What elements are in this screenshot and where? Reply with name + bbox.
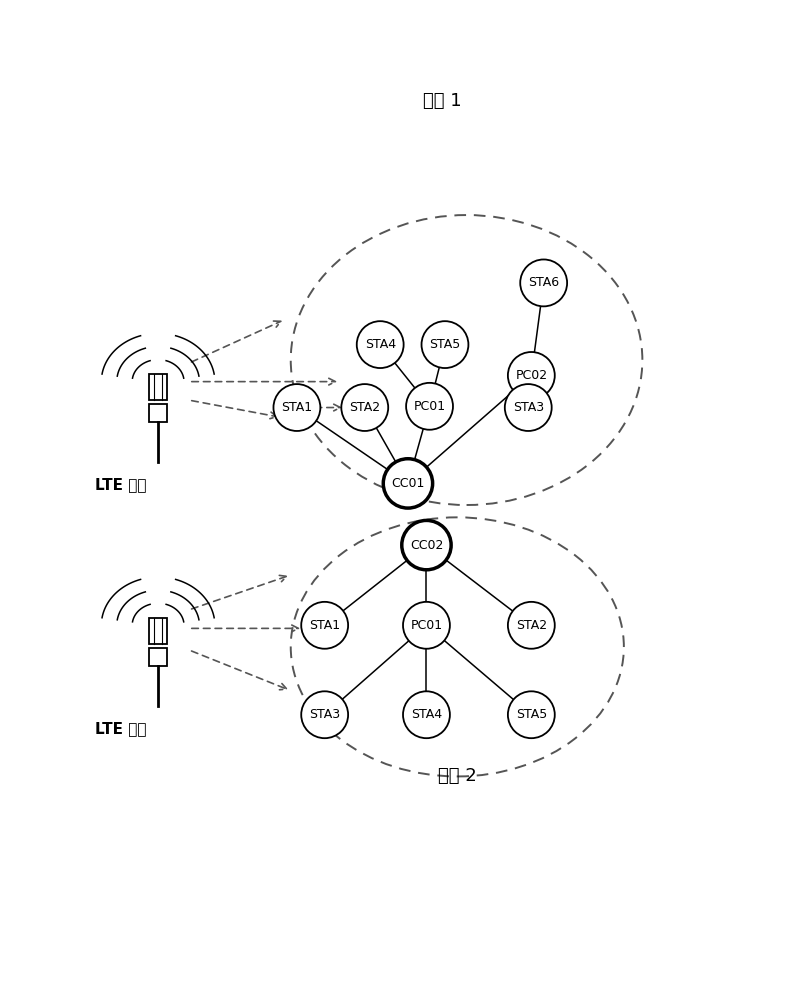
Text: STA1: STA1 <box>281 401 313 414</box>
Text: STA4: STA4 <box>365 338 396 351</box>
Circle shape <box>521 259 567 306</box>
Text: STA3: STA3 <box>309 708 340 721</box>
Circle shape <box>406 383 453 430</box>
Text: STA5: STA5 <box>429 338 461 351</box>
Text: LTE 基站: LTE 基站 <box>96 721 146 736</box>
Text: STA2: STA2 <box>349 401 380 414</box>
Circle shape <box>301 691 348 738</box>
Circle shape <box>508 691 555 738</box>
Circle shape <box>508 602 555 649</box>
Text: LTE 基站: LTE 基站 <box>96 477 146 492</box>
FancyBboxPatch shape <box>150 618 166 644</box>
Circle shape <box>274 384 320 431</box>
Circle shape <box>508 352 555 399</box>
Text: STA4: STA4 <box>411 708 442 721</box>
Circle shape <box>403 602 450 649</box>
Text: PC01: PC01 <box>411 619 443 632</box>
FancyBboxPatch shape <box>150 374 166 400</box>
Text: 台区 1: 台区 1 <box>423 92 461 110</box>
Text: STA6: STA6 <box>528 276 560 289</box>
Circle shape <box>357 321 404 368</box>
Circle shape <box>422 321 468 368</box>
Circle shape <box>402 520 451 570</box>
Circle shape <box>505 384 552 431</box>
Circle shape <box>403 691 450 738</box>
Text: STA2: STA2 <box>516 619 547 632</box>
Text: STA3: STA3 <box>513 401 544 414</box>
Text: STA5: STA5 <box>516 708 547 721</box>
Text: STA1: STA1 <box>309 619 340 632</box>
Circle shape <box>301 602 348 649</box>
FancyBboxPatch shape <box>150 404 166 422</box>
Text: 台区 2: 台区 2 <box>438 767 477 785</box>
Text: CC01: CC01 <box>392 477 424 490</box>
FancyBboxPatch shape <box>150 648 166 666</box>
Text: PC01: PC01 <box>413 400 446 413</box>
Circle shape <box>341 384 388 431</box>
Text: PC02: PC02 <box>515 369 548 382</box>
Text: CC02: CC02 <box>410 539 443 552</box>
Circle shape <box>383 459 433 508</box>
